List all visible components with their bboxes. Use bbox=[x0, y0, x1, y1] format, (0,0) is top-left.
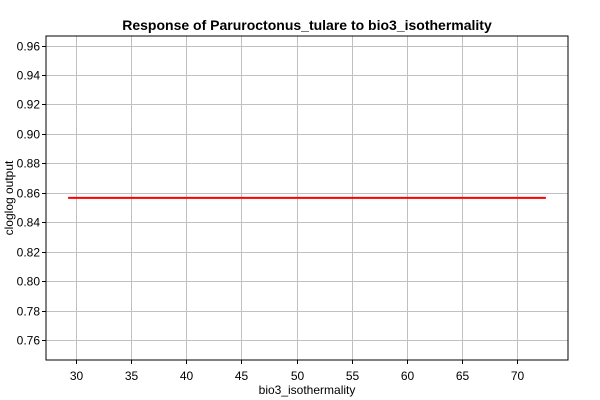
x-tick-label: 50 bbox=[291, 369, 305, 383]
y-tick-label: 0.94 bbox=[17, 69, 41, 83]
y-tick-label: 0.90 bbox=[17, 128, 41, 142]
x-axis-label: bio3_isothermality bbox=[259, 383, 356, 397]
y-tick-label: 0.76 bbox=[17, 334, 41, 348]
x-tick-label: 40 bbox=[180, 369, 194, 383]
y-axis-label: cloglog output bbox=[2, 160, 16, 235]
grid-lines bbox=[46, 36, 568, 360]
x-tick-label: 70 bbox=[511, 369, 525, 383]
y-tick-label: 0.86 bbox=[17, 187, 41, 201]
x-tick-label: 65 bbox=[456, 369, 470, 383]
x-tick-label: 30 bbox=[70, 369, 84, 383]
y-tick-label: 0.82 bbox=[17, 246, 41, 260]
x-tick-label: 35 bbox=[125, 369, 139, 383]
x-tick-label: 60 bbox=[401, 369, 415, 383]
y-tick-label: 0.88 bbox=[17, 157, 41, 171]
chart-title: Response of Paruroctonus_tulare to bio3_… bbox=[122, 17, 492, 33]
x-tick-label: 45 bbox=[235, 369, 249, 383]
y-tick-label: 0.78 bbox=[17, 305, 41, 319]
x-tick-label: 55 bbox=[346, 369, 360, 383]
plot-border bbox=[45, 35, 569, 361]
y-tick-label: 0.84 bbox=[17, 216, 41, 230]
y-tick-label: 0.80 bbox=[17, 275, 41, 289]
axis-ticks: 30 35 40 45 50 55 60 65 70 0.76 0.78 0.80 0.82 0.84 0.… bbox=[17, 40, 525, 384]
y-tick-label: 0.92 bbox=[17, 98, 41, 112]
y-tick-label: 0.96 bbox=[17, 40, 41, 54]
